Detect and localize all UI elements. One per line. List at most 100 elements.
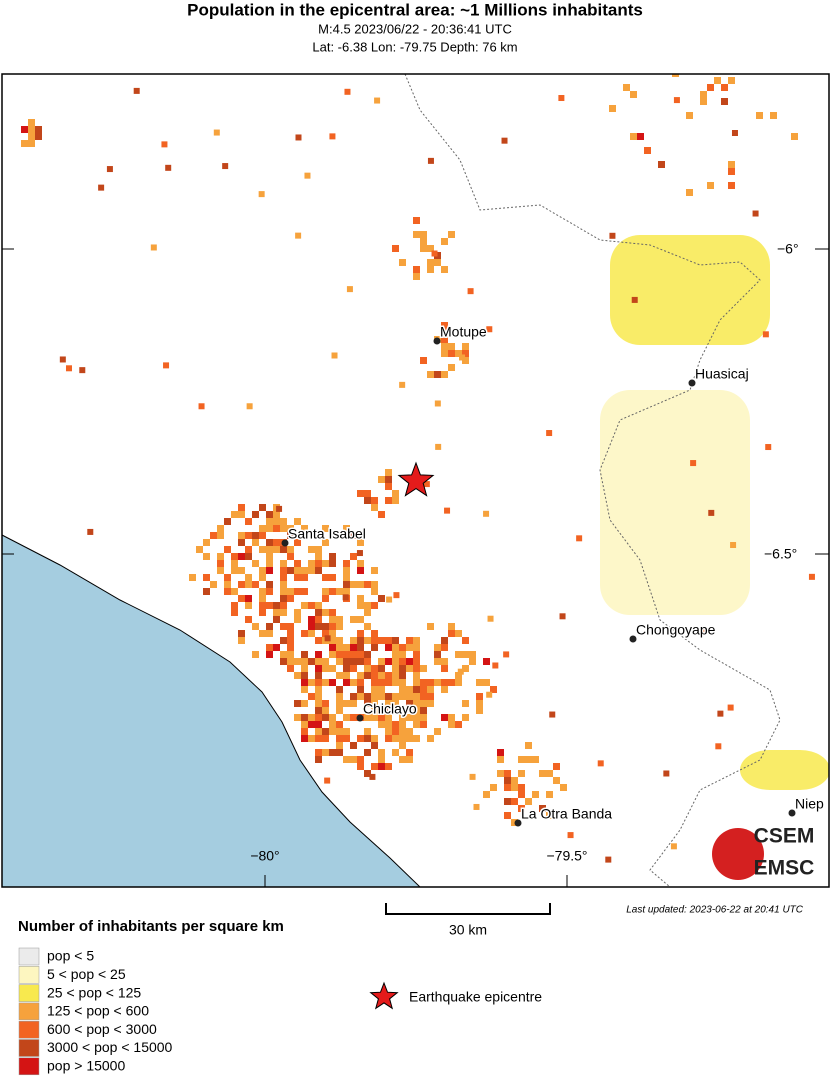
population-cell [721,98,728,105]
population-cell [329,588,336,595]
lat-label: −6° [777,241,799,257]
population-cell [473,803,480,810]
population-cell [385,644,392,651]
population-cell [371,742,378,749]
population-cell [399,714,406,721]
population-cell [252,623,259,630]
population-cell [259,574,266,581]
population-cell [663,770,670,777]
population-cell [231,553,238,560]
population-cell [350,693,357,700]
population-cell [329,574,336,581]
population-cell [150,244,157,251]
population-cell [609,232,616,239]
population-cell [497,756,504,763]
population-cell [728,77,735,84]
legend-swatch [18,947,40,966]
population-cell [413,686,420,693]
population-cell [350,616,357,623]
population-cell [21,126,28,133]
map [2,74,829,887]
population-cell [322,749,329,756]
population-cell [399,721,406,728]
population-cell [399,665,406,672]
population-cell [420,700,427,707]
population-cell [707,84,714,91]
population-cell [399,259,406,266]
population-cell [357,735,364,742]
population-cell [406,665,413,672]
population-cell [434,400,441,407]
population-cell [287,658,294,665]
population-cell [357,651,364,658]
low-density-area [610,235,770,345]
population-cell [518,756,525,763]
legend-swatch [18,1039,40,1057]
population-cell [245,532,252,539]
population-cell [420,686,427,693]
population-cell [420,721,427,728]
population-cell [630,91,637,98]
population-cell [371,679,378,686]
population-cell [280,518,287,525]
population-cell [371,504,378,511]
population-cell [690,460,697,467]
population-cell [259,630,266,637]
population-cell [756,112,763,119]
population-cell [378,658,385,665]
population-cell [301,658,308,665]
population-cell [576,535,583,542]
population-cell [700,98,707,105]
population-cell [413,651,420,658]
population-cell [392,665,399,672]
population-cell [343,574,350,581]
population-cell [762,331,769,338]
population-cell [308,623,315,630]
population-cell [378,637,385,644]
population-cell [399,693,406,700]
border [404,74,781,887]
population-cell [322,630,329,637]
population-cell [315,609,322,616]
population-cell [637,133,644,140]
population-cell [294,588,301,595]
population-cell [392,735,399,742]
population-cell [539,805,546,812]
population-cell [413,217,420,224]
population-cell [294,700,301,707]
population-cell [364,714,371,721]
location: Lat: -6.38 Lon: -79.75 Depth: 76 km [312,39,517,54]
place-label: Chiclayo [363,701,417,717]
population-cell [301,686,308,693]
population-cell [357,672,364,679]
population-cell [196,546,203,553]
population-cell [504,784,511,791]
population-cell [329,609,336,616]
place-dot [629,635,637,643]
population-cell [315,665,322,672]
population-cell [259,595,266,602]
population-cell [441,343,448,350]
population-cell [322,714,329,721]
population-cell [406,756,413,763]
population-cell [518,805,525,812]
population-cell [336,532,343,539]
population-cell [455,672,462,679]
population-cell [459,354,466,361]
population-cell [280,658,287,665]
population-cell [504,777,511,784]
population-cell [486,691,493,698]
population-cell [301,672,308,679]
population-cell [231,560,238,567]
population-cell [308,693,315,700]
population-cell [441,679,448,686]
population-cell [350,553,357,560]
population-cell [483,791,490,798]
population-cell [343,756,350,763]
population-cell [322,560,329,567]
population-cell [203,574,210,581]
population-cell [331,352,338,359]
population-cell [371,637,378,644]
population-cell [399,658,406,665]
logo-globe [712,828,764,880]
